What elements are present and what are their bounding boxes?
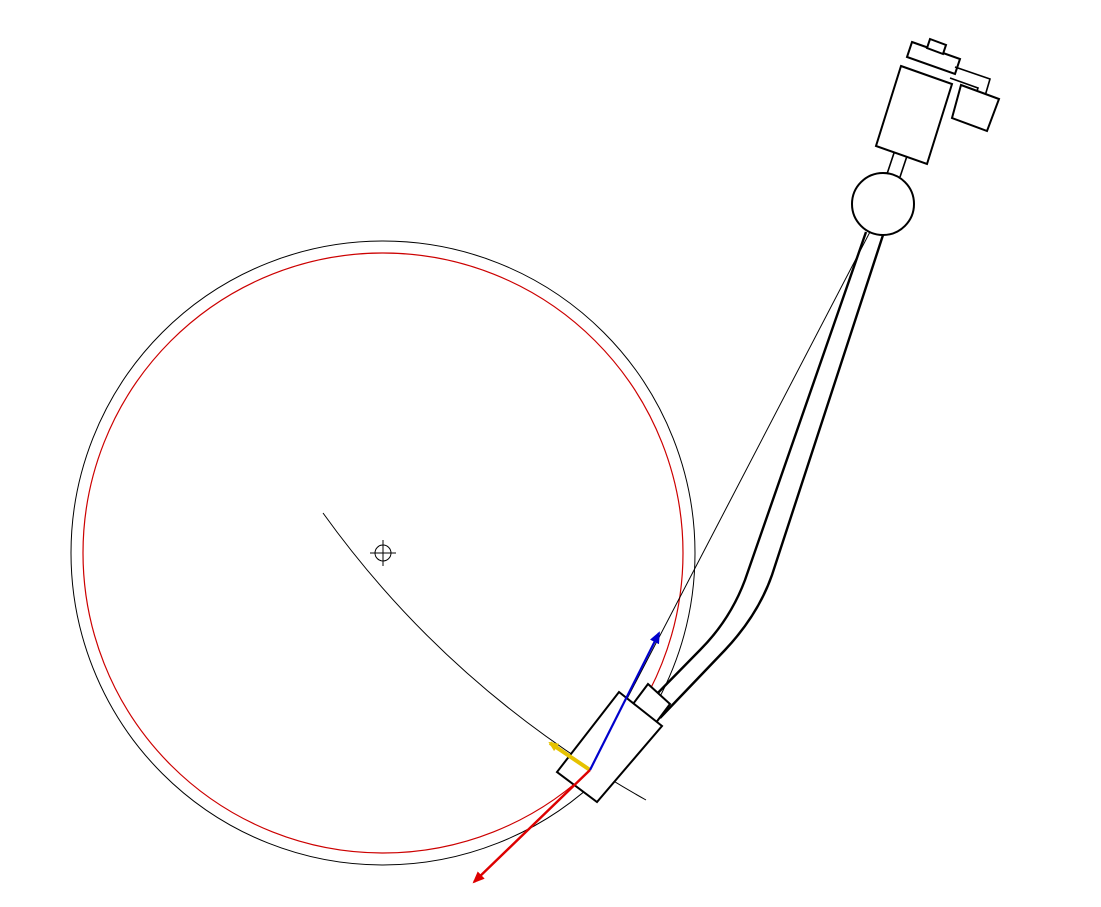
cartridge [555,690,664,804]
tonearm-tube [647,231,886,719]
tangential-force-vector [472,769,591,884]
pivot-bearing [851,172,915,236]
spindle-center-mark [370,540,396,566]
groove-circle [82,252,684,854]
tonearm-axis-vector [589,631,660,771]
anti-skate-weight [949,66,1001,133]
skating-force-vector [548,741,592,772]
counterweight-assembly [874,37,962,178]
record-outer-edge [70,240,696,866]
stylus-alignment-line [589,204,885,771]
